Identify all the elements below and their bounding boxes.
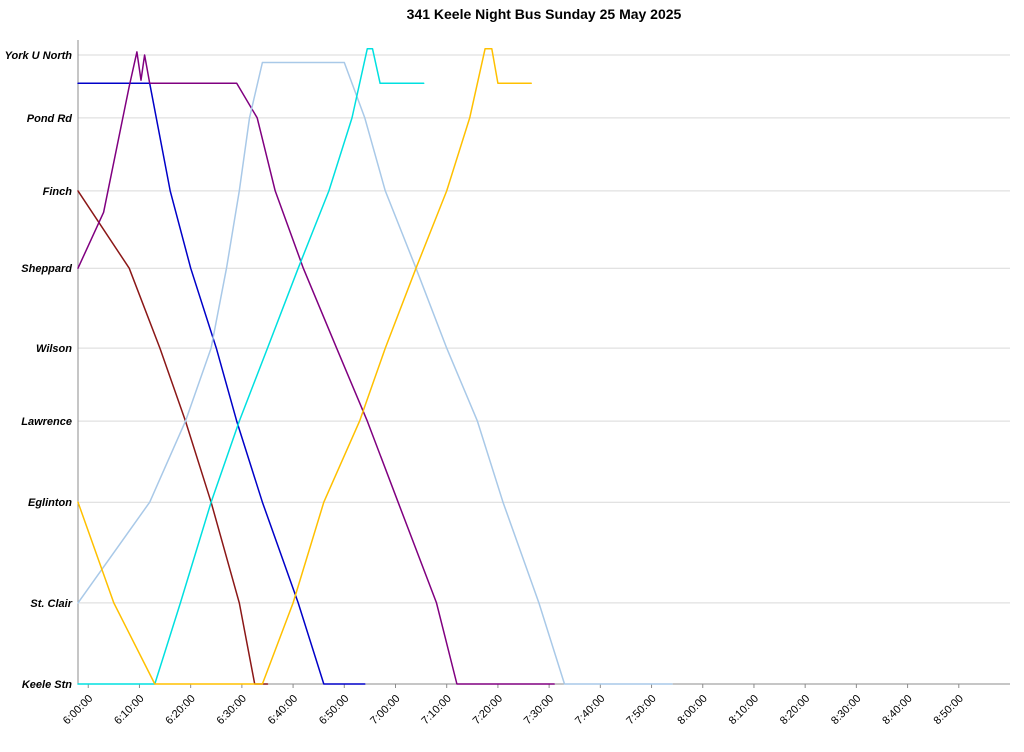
station-label: Eglinton (28, 497, 72, 509)
station-label: St. Clair (30, 598, 72, 610)
x-axis-tick-label: 6:10:00 (112, 693, 146, 727)
x-axis-tick-label: 8:30:00 (829, 693, 863, 727)
x-axis-tick-label: 7:00:00 (368, 693, 402, 727)
x-axis-tick-label: 8:50:00 (931, 693, 965, 727)
x-axis-tick-label: 7:20:00 (471, 693, 505, 727)
chart-title: 341 Keele Night Bus Sunday 25 May 2025 (406, 6, 682, 22)
x-axis-tick-label: 7:50:00 (624, 693, 658, 727)
station-label: Finch (43, 186, 73, 198)
station-label: Wilson (36, 343, 72, 355)
x-axis-tick-label: 8:20:00 (778, 693, 812, 727)
station-label: Sheppard (21, 263, 72, 275)
x-axis-tick-label: 7:10:00 (419, 693, 453, 727)
x-axis-tick-label: 6:40:00 (266, 693, 300, 727)
station-label: Pond Rd (27, 113, 72, 125)
x-axis-tick-label: 8:00:00 (675, 693, 709, 727)
x-axis-tick-label: 8:40:00 (880, 693, 914, 727)
x-axis-tick-label: 8:10:00 (727, 693, 761, 727)
series-trip-dark-red (77, 190, 269, 685)
x-axis-tick-label: 6:30:00 (215, 693, 249, 727)
x-axis-tick-label: 6:00:00 (61, 693, 95, 727)
x-axis-tick-label: 6:50:00 (317, 693, 351, 727)
series-trip-cyan (77, 47, 425, 685)
station-label: York U North (5, 50, 73, 62)
x-axis-tick-label: 7:30:00 (522, 693, 556, 727)
series-trip-pale-blue (77, 61, 673, 685)
x-axis-tick-label: 7:40:00 (573, 693, 607, 727)
series-trip-purple (77, 51, 555, 685)
series-trip-gold (77, 47, 532, 685)
station-label: Keele Stn (22, 679, 72, 691)
series-trip-navy (77, 82, 366, 685)
x-axis-tick-label: 6:20:00 (163, 693, 197, 727)
station-label: Lawrence (21, 416, 72, 428)
